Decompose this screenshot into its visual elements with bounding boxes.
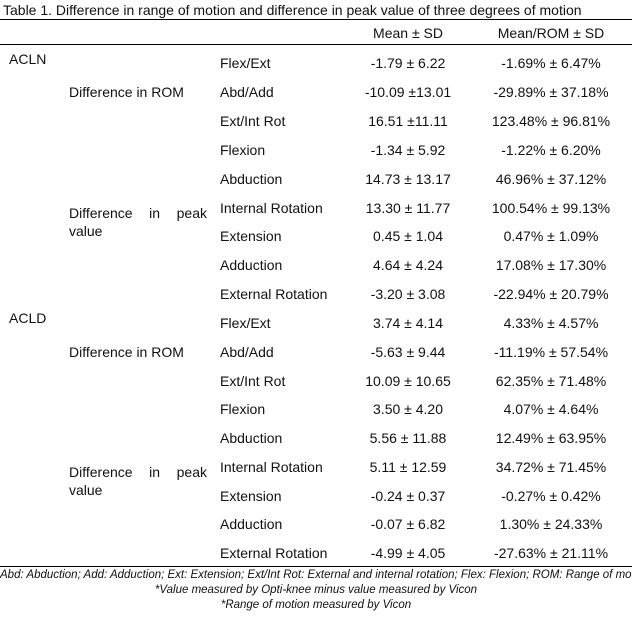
mean-rom-sd-cell: 123.48% ± 96.81% [491, 113, 611, 129]
mean-sd-cell: -0.07 ± 6.82 [370, 516, 446, 532]
label-word: Difference [69, 205, 133, 221]
mean-rom-sd-cell: 0.47% ± 1.09% [503, 228, 599, 244]
measure-cell: Extension [220, 488, 282, 504]
table-row: External Rotation -3.20 ± 3.08 -22.94% ±… [0, 280, 632, 309]
subgroup-label-rom: Difference in ROM [69, 84, 184, 100]
table-row: Flexion 3.50 ± 4.20 4.07% ± 4.64% [0, 395, 632, 424]
header-mean-rom-sd: Mean/ROM ± SD [497, 25, 605, 41]
subgroup-label-peak: Difference in peak value [69, 204, 207, 240]
mean-sd-cell: 5.56 ± 11.88 [369, 430, 447, 446]
mean-rom-sd-cell: 46.96% ± 37.12% [495, 171, 607, 187]
measure-cell: Adduction [220, 516, 283, 532]
measure-cell: Flexion [220, 401, 266, 417]
top-rule [0, 19, 632, 20]
label-word: peak [176, 464, 207, 480]
measure-cell: Ext/Int Rot [220, 373, 286, 389]
table-row: Abd/Add -5.63 ± 9.44 -11.19% ± 57.54% [0, 338, 632, 367]
mean-rom-sd-cell: -27.63% ± 21.11% [493, 545, 609, 561]
label-word: Difference [69, 464, 133, 480]
bottom-rule [0, 566, 632, 567]
group-label-acld: ACLD [9, 310, 47, 326]
mean-rom-sd-cell: -0.27% ± 0.42% [501, 488, 601, 504]
measure-cell: Abduction [220, 171, 283, 187]
mean-sd-cell: -1.79 ± 6.22 [370, 55, 446, 71]
measure-cell: Internal Rotation [220, 200, 323, 216]
table-row: Extension 0.45 ± 1.04 0.47% ± 1.09% [0, 222, 632, 251]
mean-rom-sd-cell: -1.69% ± 6.47% [501, 55, 601, 71]
mean-sd-cell: 16.51 ±11.11 [368, 113, 448, 129]
label-word: value [69, 482, 103, 498]
label-word: in [149, 205, 161, 221]
mean-sd-cell: -1.34 ± 5.92 [370, 142, 446, 158]
measure-cell: Flex/Ext [220, 55, 271, 71]
header-mean-sd: Mean ± SD [373, 25, 443, 41]
measure-cell: Extension [220, 228, 282, 244]
mean-rom-sd-cell: -29.89% ± 37.18% [493, 84, 609, 100]
subgroup-label-rom: Difference in ROM [69, 344, 184, 360]
measure-cell: Internal Rotation [220, 459, 323, 475]
table-row: Abduction 5.56 ± 11.88 12.49% ± 63.95% [0, 424, 632, 453]
group-label-acln: ACLN [9, 51, 47, 67]
measure-cell: Adduction [220, 257, 283, 273]
table-row: Ext/Int Rot 10.09 ± 10.65 62.35% ± 71.48… [0, 367, 632, 396]
mean-sd-cell: 13.30 ± 11.77 [365, 200, 451, 216]
mean-sd-cell: 5.11 ± 12.59 [369, 459, 447, 475]
table-caption: Table 1. Difference in range of motion a… [3, 2, 582, 18]
table-row: Abduction 14.73 ± 13.17 46.96% ± 37.12% [0, 165, 632, 194]
table-row: Internal Rotation 5.11 ± 12.59 34.72% ± … [0, 453, 632, 482]
label-word: peak [176, 205, 207, 221]
mean-rom-sd-cell: 4.33% ± 4.57% [503, 315, 599, 331]
mean-sd-cell: -10.09 ±13.01 [364, 84, 452, 100]
measure-cell: Flexion [220, 142, 266, 158]
table-row: Flex/Ext -1.79 ± 6.22 -1.69% ± 6.47% [0, 49, 632, 78]
footnote-value-definition: *Value measured by Opti-knee minus value… [154, 584, 478, 596]
footnote-abbreviations: Abd: Abduction; Add: Adduction; Ext: Ext… [0, 569, 632, 581]
mean-rom-sd-cell: -11.19% ± 57.54% [493, 344, 609, 360]
table-row: Adduction -0.07 ± 6.82 1.30% ± 24.33% [0, 510, 632, 539]
measure-cell: Abd/Add [220, 84, 274, 100]
mean-rom-sd-cell: -1.22% ± 6.20% [501, 142, 601, 158]
mean-rom-sd-cell: 34.72% ± 71.45% [495, 459, 607, 475]
table-row: Flex/Ext 3.74 ± 4.14 4.33% ± 4.57% [0, 309, 632, 338]
mean-rom-sd-cell: 17.08% ± 17.30% [495, 257, 607, 273]
mean-rom-sd-cell: 62.35% ± 71.48% [495, 373, 607, 389]
measure-cell: Ext/Int Rot [220, 113, 286, 129]
measure-cell: External Rotation [220, 545, 328, 561]
mean-sd-cell: 14.73 ± 13.17 [365, 171, 451, 187]
label-word: in [149, 464, 161, 480]
measure-cell: Flex/Ext [220, 315, 271, 331]
table-row: External Rotation -4.99 ± 4.05 -27.63% ±… [0, 539, 632, 568]
mean-rom-sd-cell: -22.94% ± 20.79% [493, 286, 609, 302]
mean-rom-sd-cell: 12.49% ± 63.95% [495, 430, 607, 446]
mean-sd-cell: -5.63 ± 9.44 [370, 344, 446, 360]
table-row: Ext/Int Rot 16.51 ±11.11 123.48% ± 96.81… [0, 107, 632, 136]
footnote-rom-definition: *Range of motion measured by Vicon [220, 599, 412, 611]
table-row: Adduction 4.64 ± 4.24 17.08% ± 17.30% [0, 251, 632, 280]
table-row: Extension -0.24 ± 0.37 -0.27% ± 0.42% [0, 482, 632, 511]
mean-rom-sd-cell: 4.07% ± 4.64% [503, 401, 599, 417]
measure-cell: Abd/Add [220, 344, 274, 360]
table-row: Internal Rotation 13.30 ± 11.77 100.54% … [0, 194, 632, 223]
mean-sd-cell: -4.99 ± 4.05 [370, 545, 446, 561]
table-row: Flexion -1.34 ± 5.92 -1.22% ± 6.20% [0, 136, 632, 165]
label-word: value [69, 223, 103, 239]
header-rule [0, 44, 632, 45]
table-row: Abd/Add -10.09 ±13.01 -29.89% ± 37.18% [0, 78, 632, 107]
measure-cell: External Rotation [220, 286, 328, 302]
mean-sd-cell: 0.45 ± 1.04 [373, 228, 443, 244]
mean-rom-sd-cell: 100.54% ± 99.13% [491, 200, 611, 216]
mean-sd-cell: 3.50 ± 4.20 [373, 401, 443, 417]
mean-sd-cell: -3.20 ± 3.08 [370, 286, 446, 302]
mean-sd-cell: 10.09 ± 10.65 [365, 373, 451, 389]
subgroup-label-peak: Difference in peak value [69, 463, 207, 499]
measure-cell: Abduction [220, 430, 283, 446]
mean-sd-cell: 3.74 ± 4.14 [373, 315, 443, 331]
mean-sd-cell: -0.24 ± 0.37 [370, 488, 446, 504]
mean-sd-cell: 4.64 ± 4.24 [373, 257, 443, 273]
mean-rom-sd-cell: 1.30% ± 24.33% [499, 516, 603, 532]
